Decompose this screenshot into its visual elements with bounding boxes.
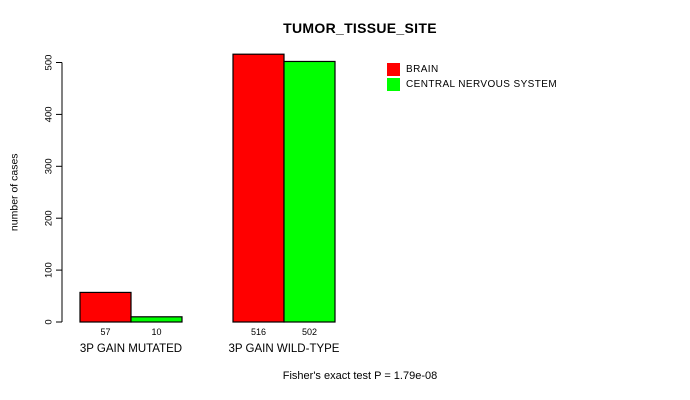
y-axis-tick-label: 100 [44, 262, 55, 278]
bar-value-label: 502 [302, 327, 317, 337]
bar-central-nervous-system-group-1 [283, 60, 336, 323]
legend: BRAIN CENTRAL NERVOUS SYSTEM [387, 62, 557, 92]
bar-brain-group-0 [79, 291, 132, 323]
x-category-label: 3P GAIN WILD-TYPE [229, 343, 340, 355]
y-axis-tick-label: 500 [44, 55, 55, 71]
legend-label-central-nervous-system: CENTRAL NERVOUS SYSTEM [406, 79, 558, 90]
legend-item-central-nervous-system: CENTRAL NERVOUS SYSTEM [387, 77, 557, 92]
chart-title: TUMOR_TISSUE_SITE [283, 20, 437, 36]
x-category-label: 3P GAIN MUTATED [80, 343, 182, 355]
bar-brain-group-1 [232, 53, 285, 323]
legend-swatch-central-nervous-system [387, 78, 400, 91]
legend-label-brain: BRAIN [406, 64, 439, 75]
y-axis-tick-label: 400 [44, 106, 55, 122]
fisher-test-note: Fisher's exact test P = 1.79e-08 [282, 370, 438, 382]
bar-value-label: 57 [100, 327, 110, 337]
bar-value-label: 516 [251, 327, 266, 337]
bar-value-label: 10 [151, 327, 161, 337]
y-axis-title: number of cases [9, 153, 21, 231]
y-axis-tick-label: 200 [44, 210, 55, 226]
legend-item-brain: BRAIN [387, 62, 557, 77]
y-axis-tick-label: 300 [44, 158, 55, 174]
y-axis-tick-label: 0 [44, 319, 55, 324]
bar-central-nervous-system-group-0 [130, 316, 183, 323]
legend-swatch-brain [387, 63, 400, 76]
